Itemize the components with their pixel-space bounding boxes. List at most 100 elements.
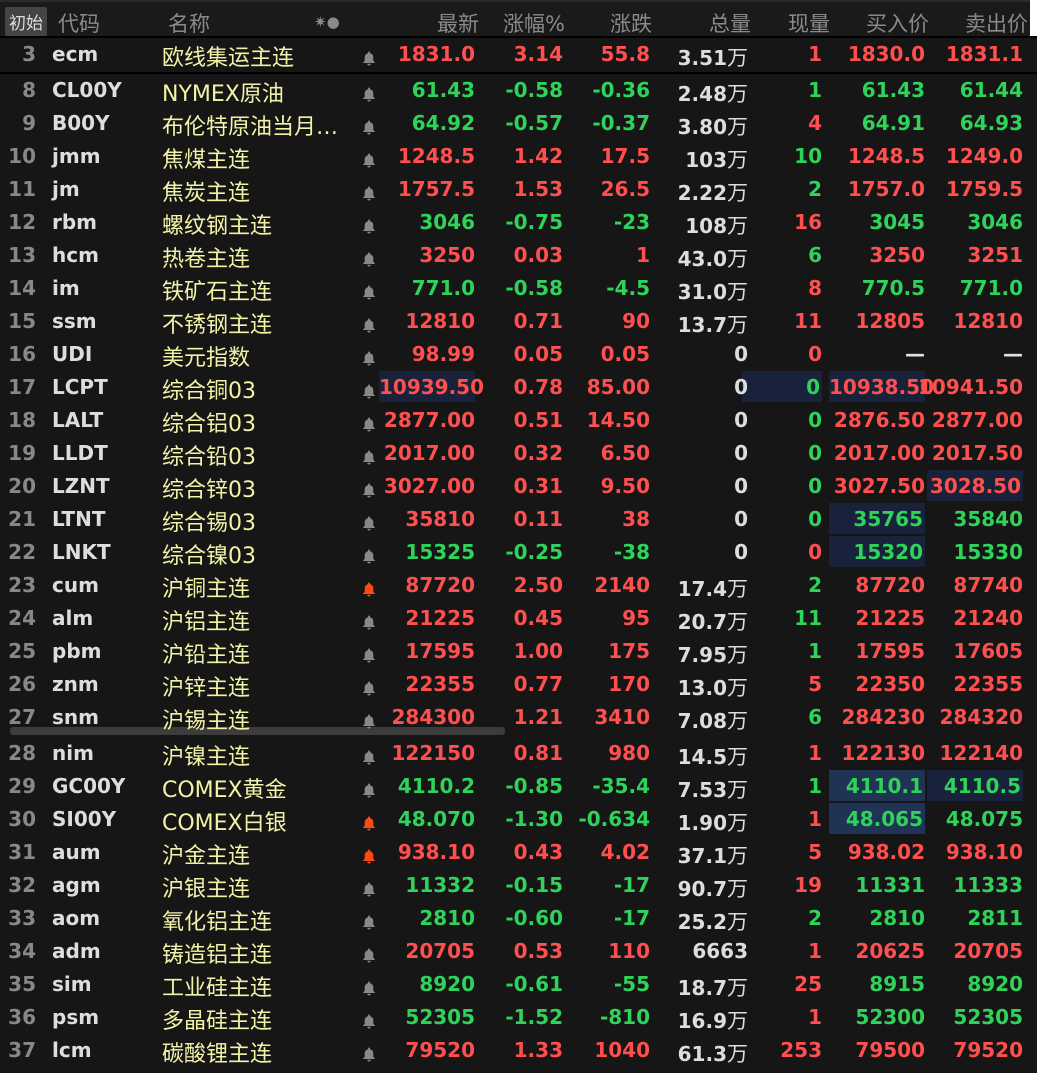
bell-icon[interactable] [362,1043,376,1062]
table-row[interactable]: 19 LLDT 综合铅03 2017.00 0.32 6.50 0 2017.00 201… [0,437,1037,470]
table-row[interactable]: 11 jm 焦炭主连 1757.5 1.53 26.5 2 1757.0 1759.5 2.… [0,173,1037,206]
bell-icon[interactable] [362,380,376,399]
table-row[interactable]: 29 GC00Y COMEX黄金 4110.2 -0.85 -35.4 1 4110.1… [0,770,1037,803]
bell-icon[interactable] [362,545,376,564]
cell-pct: 1.00 [513,639,563,663]
table-row[interactable]: 32 agm 沪银主连 11332 -0.15 -17 19 11331 11333 90.… [0,869,1037,902]
bell-icon[interactable] [362,512,376,531]
col-pct[interactable]: 涨幅% [503,12,565,36]
col-ask[interactable]: 卖出价 [965,12,1028,36]
bell-icon[interactable] [362,710,376,729]
cell-cur: 1 [808,639,822,663]
table-row[interactable]: 21 LTNT 综合锡03 35810 0.11 38 0 35765 35840 0 [0,503,1037,536]
symbol-name: 多晶硅主连 [162,1009,273,1034]
symbol-name: 综合铝03 [162,412,256,437]
cell-bid: 79500 [855,1038,925,1062]
bell-icon[interactable] [362,746,376,765]
table-row[interactable]: 10 jmm 焦煤主连 1248.5 1.42 17.5 10 1248.5 1249.0… [0,140,1037,173]
horizontal-scrollbar[interactable] [10,727,505,735]
cell-ask: 61.44 [959,78,1023,102]
table-row[interactable]: 17 LCPT 综合铜03 10939.50 0.78 85.00 0 10938.50… [0,371,1037,404]
bell-icon[interactable] [362,413,376,432]
cell-pct: -0.85 [505,774,563,798]
bell-icon[interactable] [362,977,376,996]
table-row[interactable]: 31 aum 沪金主连 938.10 0.43 4.02 5 938.02 938.10 3… [0,836,1037,869]
table-row[interactable]: 25 pbm 沪铅主连 17595 1.00 175 1 17595 17605 7.95万 [0,635,1037,668]
symbol-code: SI00Y [52,807,117,831]
cell-cur: 5 [808,672,822,696]
vol-value: 20.7 [677,610,727,634]
bell-icon[interactable] [362,314,376,333]
cell-bid: 770.5 [861,276,925,300]
table-row[interactable]: 12 rbm 螺纹钢主连 3046 -0.75 -23 16 3045 3046 108万 [0,206,1037,239]
table-row[interactable]: 36 psm 多晶硅主连 52305 -1.52 -810 1 52300 52305 16… [0,1001,1037,1034]
symbol-code: B00Y [52,111,110,135]
bell-icon[interactable] [362,779,376,798]
col-cur[interactable]: 现量 [788,12,830,36]
table-row[interactable]: 8 CL00Y NYMEX原油 61.43 -0.58 -0.36 1 61.43 61.… [0,74,1037,107]
cell-vol: 3.51万 [678,42,748,72]
bell-icon[interactable] [362,677,376,696]
bell-icon[interactable] [362,845,376,864]
bell-icon[interactable] [362,347,376,366]
cell-chg: 175 [608,639,650,663]
bell-icon[interactable] [362,812,376,831]
col-last[interactable]: 最新 [437,12,479,36]
table-row[interactable]: 3 ecm 欧线集运主连 1831.0 3.14 55.8 1 1830.0 1831.1… [0,38,1037,71]
table-row[interactable]: 14 im 铁矿石主连 771.0 -0.58 -4.5 8 770.5 771.0 31.… [0,272,1037,305]
table-row[interactable]: 34 adm 铸造铝主连 20705 0.53 110 1 20625 20705 6663 [0,935,1037,968]
table-row[interactable]: 22 LNKT 综合镍03 15325 -0.25 -38 0 15320 15330 0 [0,536,1037,569]
reset-button[interactable]: 初始 [5,7,47,36]
vol-unit: 万 [727,676,748,700]
cell-chg: -17 [613,873,650,897]
table-row[interactable]: 15 ssm 不锈钢主连 12810 0.71 90 11 12805 12810 13.7… [0,305,1037,338]
bell-icon[interactable] [362,116,376,135]
table-row[interactable]: 35 sim 工业硅主连 8920 -0.61 -55 25 8915 8920 18.7万 [0,968,1037,1001]
bell-icon[interactable] [362,149,376,168]
bell-icon[interactable] [362,446,376,465]
bell-icon[interactable] [362,944,376,963]
table-row[interactable]: 26 znm 沪锌主连 22355 0.77 170 5 22350 22355 13.0万 [0,668,1037,701]
cell-pct: 0.51 [513,408,563,432]
table-row[interactable]: 18 LALT 综合铝03 2877.00 0.51 14.50 0 2876.50 28… [0,404,1037,437]
bell-icon[interactable] [362,578,376,597]
vol-value: 1.90 [677,811,727,835]
table-row[interactable]: 24 alm 沪铝主连 21225 0.45 95 11 21225 21240 20.7万 [0,602,1037,635]
table-row[interactable]: 30 SI00Y COMEX白银 48.070 -1.30 -0.634 1 48.06… [0,803,1037,836]
cell-ask: 21240 [953,606,1023,630]
bell-icon[interactable] [362,248,376,267]
vol-value: 0 [734,507,748,531]
table-row[interactable]: 27 snm 沪锡主连 284300 1.21 3410 6 284230 284320 7… [0,701,1037,734]
settings-icon[interactable]: ✷● [314,13,340,31]
bell-icon[interactable] [362,182,376,201]
vol-unit: 万 [727,82,748,106]
col-vol[interactable]: 总量 [709,12,751,36]
col-chg[interactable]: 涨跌 [610,12,652,36]
table-row[interactable]: 28 nim 沪镍主连 122150 0.81 980 1 122130 122140 14… [0,737,1037,770]
table-row[interactable]: 13 hcm 热卷主连 3250 0.03 1 6 3250 3251 43.0万 [0,239,1037,272]
bell-icon[interactable] [362,611,376,630]
vol-value: 17.4 [677,577,727,601]
symbol-code: UDI [52,342,93,366]
col-code[interactable]: 代码 [58,12,100,36]
bell-icon[interactable] [362,215,376,234]
bell-icon[interactable] [362,479,376,498]
table-row[interactable]: 16 UDI 美元指数 98.99 0.05 0.05 0 — — 0 [0,338,1037,371]
table-row[interactable]: 23 cum 沪铜主连 87720 2.50 2140 2 87720 87740 17.4… [0,569,1037,602]
bell-icon[interactable] [362,878,376,897]
table-row[interactable]: 37 lcm 碳酸锂主连 79520 1.33 1040 253 79500 79520 6… [0,1034,1037,1067]
bell-icon[interactable] [362,911,376,930]
row-number: 9 [22,111,36,135]
bell-icon[interactable] [362,47,376,66]
table-row[interactable]: 33 aom 氧化铝主连 2810 -0.60 -17 2 2810 2811 25.2万 [0,902,1037,935]
vol-unit: 万 [727,1009,748,1033]
table-row[interactable]: 20 LZNT 综合锌03 3027.00 0.31 9.50 0 3027.50 302… [0,470,1037,503]
col-bid[interactable]: 买入价 [866,12,929,36]
table-row[interactable]: 9 B00Y 布伦特原油当月… 64.92 -0.57 -0.37 4 64.91 64.… [0,107,1037,140]
cell-vol: 16.9万 [678,1005,748,1035]
bell-icon[interactable] [362,281,376,300]
bell-icon[interactable] [362,83,376,102]
bell-icon[interactable] [362,1010,376,1029]
bell-icon[interactable] [362,644,376,663]
col-name[interactable]: 名称 [168,12,210,36]
